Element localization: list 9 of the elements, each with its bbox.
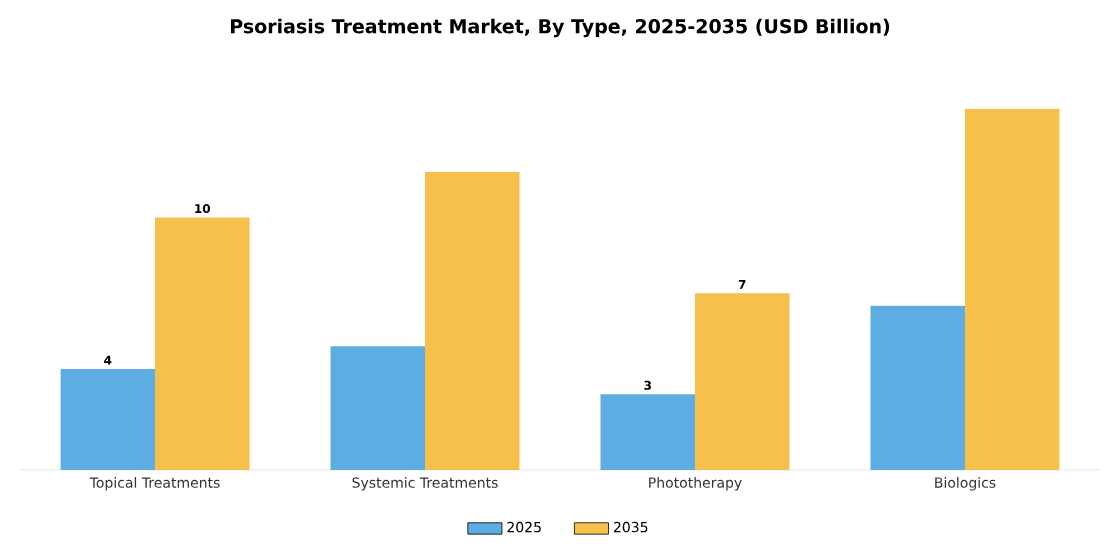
chart-title: Psoriasis Treatment Market, By Type, 2025-2035 (USD Billion) <box>231 18 890 38</box>
bar <box>425 172 520 470</box>
bar <box>694 293 790 470</box>
bar <box>870 305 965 470</box>
bar <box>60 368 156 470</box>
bar <box>964 108 1060 470</box>
bar <box>155 217 250 470</box>
bar <box>330 346 426 470</box>
bar <box>600 394 695 470</box>
